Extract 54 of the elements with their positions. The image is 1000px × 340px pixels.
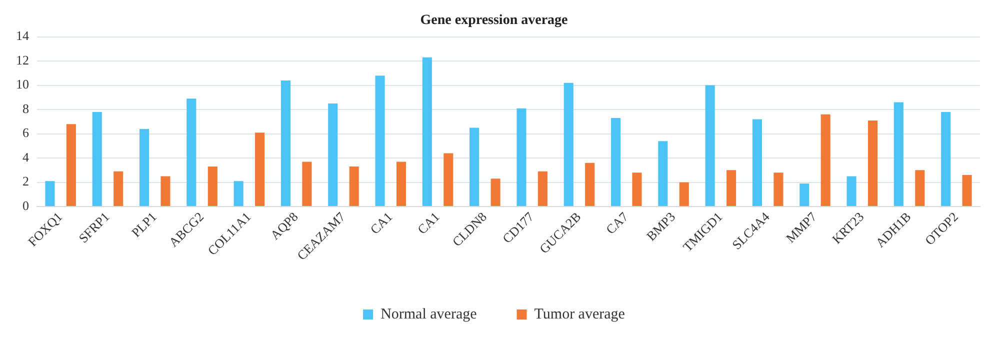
bar (349, 166, 359, 206)
bar (894, 102, 904, 206)
bar (726, 170, 736, 206)
bar (538, 171, 548, 206)
bar (962, 175, 972, 206)
bar (328, 103, 338, 206)
bar (915, 170, 925, 206)
chart-title: Gene expression average (420, 13, 568, 28)
bar (139, 128, 150, 206)
bar (422, 57, 432, 206)
bar (375, 76, 385, 206)
bar (444, 153, 454, 206)
bar (774, 172, 784, 206)
y-tick-label: 2 (22, 174, 29, 189)
y-tick-label: 0 (22, 198, 29, 213)
bar (564, 82, 574, 206)
x-tick-label: CA1 (414, 209, 442, 237)
bar (114, 171, 124, 206)
bar (186, 98, 196, 206)
bar (679, 182, 689, 206)
bar (516, 108, 526, 206)
y-tick-label: 4 (22, 149, 30, 164)
bar (208, 166, 218, 206)
x-tick-label: CA1 (367, 209, 396, 237)
bar (234, 181, 244, 206)
bar (752, 119, 762, 206)
x-tick-label: CA7 (602, 208, 632, 237)
bar (45, 181, 55, 206)
bar (868, 120, 878, 206)
bar (800, 184, 810, 206)
bar (490, 178, 500, 206)
bar (302, 162, 312, 206)
bar (66, 124, 76, 206)
bar (846, 176, 856, 206)
bar (160, 176, 170, 206)
bar (941, 112, 951, 206)
bar (396, 162, 406, 206)
bar (280, 80, 290, 206)
bar (470, 128, 480, 206)
bar (820, 114, 830, 206)
y-tick-label: 6 (22, 125, 30, 140)
bar (705, 85, 715, 206)
legend-label: Tumor average (534, 306, 626, 322)
bar (92, 112, 102, 206)
bar (658, 141, 668, 206)
bar (255, 132, 265, 206)
bar (585, 162, 595, 206)
y-tick-label: 12 (16, 52, 29, 68)
y-tick-label: 8 (22, 100, 29, 116)
bar (632, 172, 642, 206)
y-tick-label: 10 (16, 76, 29, 92)
bar (610, 118, 621, 206)
legend-label: Normal average (380, 306, 478, 322)
y-tick-label: 14 (16, 28, 30, 44)
